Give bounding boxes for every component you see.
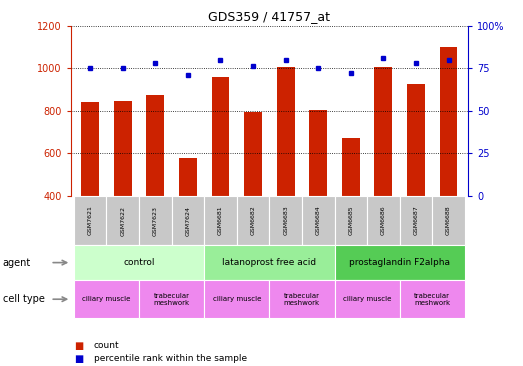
Text: GSM6681: GSM6681 [218,206,223,235]
Bar [277,67,294,196]
Text: GSM6687: GSM6687 [414,206,418,235]
Text: trabecular
meshwork: trabecular meshwork [284,293,320,306]
Text: trabecular
meshwork: trabecular meshwork [414,293,450,306]
Text: trabecular
meshwork: trabecular meshwork [154,293,190,306]
Text: GSM6688: GSM6688 [446,206,451,235]
Text: percentile rank within the sample: percentile rank within the sample [94,354,247,363]
Bar [309,110,327,196]
Bar [114,101,132,196]
Text: GSM6682: GSM6682 [251,206,256,235]
Text: GSM6684: GSM6684 [316,206,321,235]
Bar [81,102,99,196]
Title: GDS359 / 41757_at: GDS359 / 41757_at [208,10,331,23]
Text: GSM7622: GSM7622 [120,206,125,235]
Text: agent: agent [3,258,31,268]
Text: control: control [123,258,155,267]
Bar [244,112,262,196]
Text: ciliary muscle: ciliary muscle [82,296,131,302]
Bar [407,84,425,196]
Text: GSM7624: GSM7624 [185,206,190,235]
Text: count: count [94,341,119,350]
Text: prostaglandin F2alpha: prostaglandin F2alpha [349,258,450,267]
Text: GSM6686: GSM6686 [381,206,386,235]
Text: ■: ■ [74,354,83,364]
Text: GSM7623: GSM7623 [153,206,158,235]
Bar [211,77,230,196]
Bar [439,47,458,196]
Text: GSM6685: GSM6685 [348,206,354,235]
Text: ■: ■ [74,341,83,351]
Bar [374,67,392,196]
Text: latanoprost free acid: latanoprost free acid [222,258,316,267]
Bar [342,138,360,196]
Text: cell type: cell type [3,294,44,304]
Bar [146,96,164,196]
Bar [179,158,197,196]
Text: GSM7621: GSM7621 [88,206,93,235]
Text: ciliary muscle: ciliary muscle [212,296,261,302]
Text: GSM6683: GSM6683 [283,206,288,235]
Text: ciliary muscle: ciliary muscle [343,296,391,302]
